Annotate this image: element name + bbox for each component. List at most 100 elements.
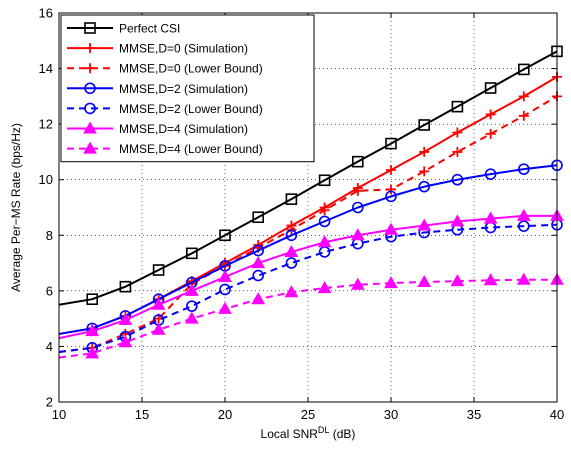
y-tick-label: 2 <box>46 395 53 410</box>
data-point <box>251 292 266 305</box>
data-point <box>350 228 365 241</box>
legend-label: MMSE,D=4 (Simulation) <box>119 122 248 136</box>
series-line <box>58 164 558 335</box>
data-point <box>318 215 331 228</box>
x-tick-label: 15 <box>135 407 149 422</box>
data-point <box>284 244 299 257</box>
data-point <box>317 281 332 294</box>
data-point <box>184 283 199 296</box>
data-point <box>284 285 299 298</box>
data-point <box>517 163 530 175</box>
legend-marker <box>83 141 97 154</box>
data-point <box>218 269 232 282</box>
series-1 <box>58 45 563 306</box>
legend-label: MMSE,D=2 (Lower Bound) <box>119 102 263 116</box>
data-point <box>516 208 531 221</box>
legend-marker <box>84 82 96 95</box>
data-point <box>386 184 396 195</box>
data-point <box>285 193 298 205</box>
data-point <box>484 82 497 94</box>
series-4 <box>58 159 563 335</box>
y-tick-label: 12 <box>39 117 53 132</box>
series-7 <box>58 272 564 359</box>
y-tick-label: 6 <box>46 283 53 298</box>
series-line <box>58 95 558 353</box>
data-point <box>417 218 432 231</box>
data-point <box>483 273 498 286</box>
legend-marker <box>83 121 97 134</box>
data-point <box>351 201 364 214</box>
data-point <box>419 146 430 157</box>
data-point <box>184 311 199 324</box>
data-point <box>317 235 332 248</box>
legend: Perfect CSI MMSE,D=0 (Simulation) MMSE,D=0… <box>60 14 315 163</box>
data-point <box>252 244 265 257</box>
data-point <box>351 155 364 168</box>
data-point <box>452 146 463 157</box>
data-point <box>318 174 331 187</box>
series-line <box>58 50 558 306</box>
x-tick-label: 10 <box>52 407 66 422</box>
legend-marker <box>85 63 95 74</box>
data-point <box>385 190 397 203</box>
data-point <box>384 276 398 289</box>
data-point <box>186 247 198 260</box>
data-point <box>186 300 198 312</box>
data-point <box>285 257 298 269</box>
data-point <box>483 211 498 224</box>
legend-label: MMSE,D=4 (Lower Bound) <box>119 142 263 156</box>
data-point <box>450 274 465 287</box>
legend-label: MMSE,D=0 (Lower Bound) <box>119 62 263 76</box>
data-point <box>319 205 330 216</box>
x-tick-label: 40 <box>550 407 564 422</box>
x-tick-label: 25 <box>301 407 315 422</box>
legend-marker <box>84 22 96 34</box>
legend-marker <box>84 102 96 115</box>
data-point <box>451 173 464 186</box>
data-point <box>450 214 465 227</box>
y-tick-label: 14 <box>39 61 53 76</box>
data-point <box>451 100 464 113</box>
data-point <box>86 293 98 305</box>
data-point <box>219 283 231 296</box>
y-axis-label: Average Per−MS Rate (bps/Hz) <box>9 123 23 292</box>
x-tick-label: 35 <box>467 407 481 422</box>
data-point <box>151 322 166 335</box>
data-point <box>251 256 266 269</box>
data-point <box>85 346 100 359</box>
data-point <box>152 264 165 276</box>
legend-label: MMSE,D=0 (Simulation) <box>119 42 248 56</box>
data-point <box>118 335 133 348</box>
series-line <box>58 214 557 340</box>
data-point <box>385 137 397 150</box>
data-point <box>85 324 100 337</box>
data-point <box>118 313 133 326</box>
data-point <box>517 220 530 232</box>
data-point <box>418 119 431 131</box>
data-point <box>285 229 298 242</box>
series-6 <box>58 208 564 340</box>
data-point <box>252 211 264 224</box>
legend-label: MMSE,D=2 (Simulation) <box>119 82 248 96</box>
data-point <box>518 110 529 121</box>
data-point <box>219 229 231 242</box>
data-point <box>484 168 497 180</box>
data-point <box>452 127 463 138</box>
data-point <box>352 185 363 196</box>
data-point <box>419 166 430 177</box>
data-point <box>218 301 232 314</box>
y-tick-label: 4 <box>46 339 53 354</box>
x-tick-label: 20 <box>218 407 232 422</box>
data-point <box>485 109 496 120</box>
data-point <box>386 164 396 175</box>
y-tick-label: 8 <box>46 228 53 243</box>
data-point <box>485 128 496 139</box>
data-point <box>384 222 398 235</box>
x-tick-label: 30 <box>384 407 398 422</box>
y-tick-label: 16 <box>39 6 53 21</box>
legend-label: Perfect CSI <box>119 22 180 36</box>
data-point <box>252 269 265 282</box>
data-point <box>518 91 529 102</box>
